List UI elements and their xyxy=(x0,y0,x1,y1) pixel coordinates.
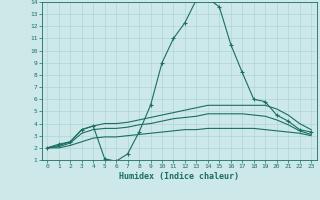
X-axis label: Humidex (Indice chaleur): Humidex (Indice chaleur) xyxy=(119,172,239,181)
